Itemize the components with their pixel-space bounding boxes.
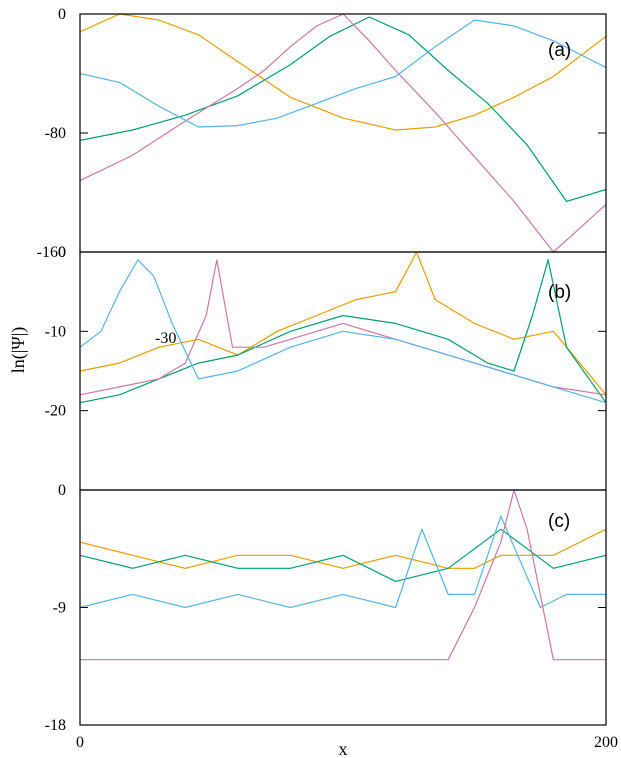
x-tick-label: 200 bbox=[594, 734, 618, 751]
panel-label: (b) bbox=[548, 282, 571, 303]
y-tick-label: -10 bbox=[45, 323, 66, 340]
series-line-0-3 bbox=[79, 19, 607, 128]
y-tick-label: -9 bbox=[53, 600, 66, 617]
series-line-2-0 bbox=[79, 528, 607, 569]
panel-frame bbox=[79, 489, 607, 726]
y-tick-label: -80 bbox=[45, 125, 66, 142]
series-line-0-0 bbox=[79, 13, 607, 131]
stray-tick-label: -30 bbox=[155, 330, 176, 347]
y-tick-label: 0 bbox=[58, 6, 66, 23]
panel-label: (c) bbox=[548, 511, 570, 532]
series-line-1-2 bbox=[79, 259, 607, 396]
series-line-2-2 bbox=[79, 515, 606, 609]
panel-1: 0 -10 -20 (b) -30 bbox=[45, 244, 607, 491]
series-line-1-3 bbox=[79, 259, 607, 404]
series-line-0-1 bbox=[79, 16, 607, 202]
series-line-1-0 bbox=[79, 251, 607, 396]
series-line-2-3 bbox=[80, 489, 606, 661]
panel-2: 0 -9 -18 0 200 x (c) bbox=[45, 482, 618, 758]
series-line-1-1 bbox=[79, 259, 607, 404]
y-tick-label: -20 bbox=[45, 403, 66, 420]
y-tick-label: -160 bbox=[37, 244, 66, 261]
panel-frame bbox=[79, 13, 607, 253]
x-axis-title: x bbox=[339, 739, 348, 758]
series-line-2-1 bbox=[79, 528, 607, 582]
x-tick-label: 0 bbox=[76, 734, 84, 751]
panels-group: 0 -80 -160 (a) 0 -10 -20 (b) -30 0 -9 -18 0 200 x (c) bbox=[37, 6, 618, 758]
panel-label: (a) bbox=[548, 40, 571, 61]
y-tick-label: -18 bbox=[45, 717, 66, 734]
series-line-0-2 bbox=[79, 13, 607, 253]
panel-0: 0 -80 -160 (a) bbox=[37, 6, 607, 261]
panel-frame bbox=[79, 251, 607, 491]
y-tick-label: 0 bbox=[58, 244, 66, 261]
y-axis-title: ln(|Ψ|) bbox=[8, 327, 29, 373]
y-tick-label: 0 bbox=[58, 482, 66, 499]
